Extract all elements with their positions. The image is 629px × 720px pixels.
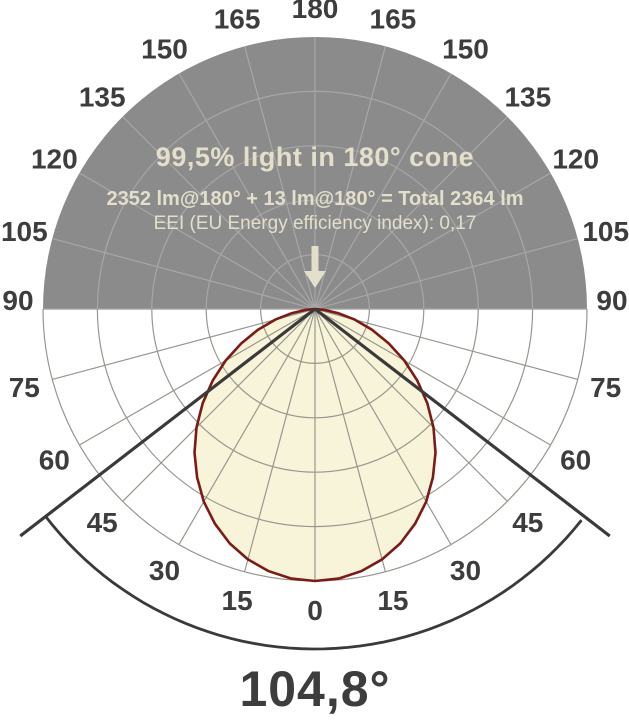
angle-label-105-left: 105 bbox=[1, 216, 48, 247]
intensity-lobe-outline bbox=[193, 307, 437, 583]
grid-spoke bbox=[79, 309, 316, 446]
angle-label-0: 0 bbox=[307, 595, 323, 626]
grid-spoke bbox=[79, 172, 316, 309]
angle-label-60-right: 60 bbox=[560, 445, 591, 476]
grid-spoke bbox=[314, 309, 452, 545]
grid-upper bbox=[43, 37, 587, 309]
angle-label-45-left: 45 bbox=[87, 507, 118, 538]
beam-angle-line-left bbox=[19, 307, 316, 538]
grid-spoke bbox=[244, 309, 316, 572]
angle-labels: 0 15 15 30 30 45 45 60 60 75 75 90 90 105 105 120 120 135… bbox=[1, 0, 629, 626]
beam-angle-value: 104,8° bbox=[239, 661, 391, 717]
angle-label-120-right: 120 bbox=[552, 144, 599, 175]
angle-label-165-left: 165 bbox=[214, 3, 261, 34]
angle-label-90-right: 90 bbox=[596, 285, 627, 316]
grid-spoke bbox=[314, 309, 551, 446]
angle-label-105-right: 105 bbox=[582, 216, 629, 247]
grid-spoke bbox=[178, 309, 316, 545]
angle-label-15-left: 15 bbox=[222, 585, 253, 616]
grid-spoke bbox=[178, 73, 316, 309]
angle-label-135-right: 135 bbox=[504, 81, 551, 112]
angle-label-60-left: 60 bbox=[39, 445, 70, 476]
angle-label-45-right: 45 bbox=[512, 507, 543, 538]
grid-spoke bbox=[314, 309, 386, 572]
angle-label-150-left: 150 bbox=[141, 33, 188, 64]
grid-spoke bbox=[52, 238, 316, 309]
angle-label-30-right: 30 bbox=[450, 555, 481, 586]
angle-label-150-right: 150 bbox=[442, 33, 489, 64]
lumen-flux-summary: 2352 lm@180° + 13 lm@180° = Total 2364 l… bbox=[106, 188, 524, 210]
angle-label-75-left: 75 bbox=[9, 372, 40, 403]
angle-label-120-left: 120 bbox=[31, 144, 78, 175]
beam-angle-line-right bbox=[314, 307, 611, 538]
angle-label-90-left: 90 bbox=[2, 285, 33, 316]
cone-percentage-title: 99,5% light in 180° cone bbox=[155, 142, 475, 172]
angle-label-15-right: 15 bbox=[377, 585, 408, 616]
angle-label-165-right: 165 bbox=[370, 3, 417, 34]
grid-spoke bbox=[314, 116, 508, 309]
grid-spoke bbox=[314, 172, 551, 309]
angle-label-180: 180 bbox=[292, 0, 339, 24]
angle-label-135-left: 135 bbox=[79, 81, 126, 112]
grid-spoke bbox=[314, 73, 452, 309]
grid-spoke bbox=[314, 238, 578, 309]
grid-spoke bbox=[122, 116, 316, 309]
angle-label-30-left: 30 bbox=[149, 555, 180, 586]
grid-spoke bbox=[314, 46, 386, 309]
eei-index-line: EEI (EU Energy efficiency index): 0,17 bbox=[153, 213, 477, 234]
grid-spoke bbox=[122, 309, 316, 502]
grid-spoke bbox=[314, 309, 508, 502]
beam-angle-arc bbox=[44, 515, 583, 651]
down-arrow-icon bbox=[304, 246, 326, 288]
angle-label-75-right: 75 bbox=[590, 372, 621, 403]
grid-spoke bbox=[244, 46, 316, 309]
